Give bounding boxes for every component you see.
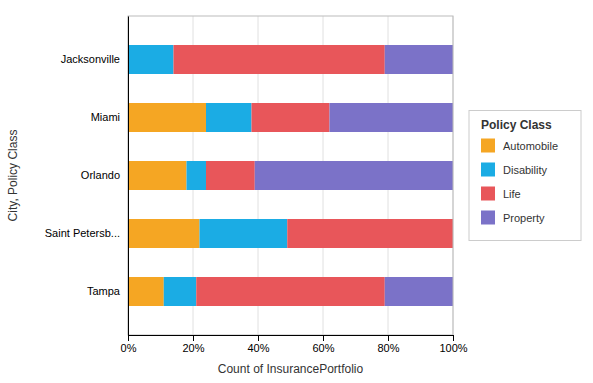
bar [164,277,197,306]
tick-label: 80% [377,342,399,354]
legend-label: Disability [503,164,548,176]
bar [196,277,385,306]
legend-label: Life [503,188,521,200]
plot: 0% 20% 40% 60% 80% 100% Tampa Saint Petersb... O… [45,16,468,354]
tick-label: Tampa [87,285,121,297]
bar [187,161,207,190]
tick-label: 20% [182,342,204,354]
tick: 60% [312,335,334,354]
legend-swatch [481,163,495,177]
tick-mark [128,335,129,341]
tick-label: 100% [439,342,467,354]
tick-label: Saint Petersb... [45,227,120,239]
bar [252,103,330,132]
legend-swatch [481,187,495,201]
bar [128,103,206,132]
legend-label: Automobile [503,140,558,152]
bar [128,219,200,248]
legend-swatch [481,211,495,225]
legend-item: Property [481,211,545,225]
tick: Miami [91,111,128,123]
bar [128,161,187,190]
tick-mark [453,335,454,341]
tick-mark [193,335,194,341]
bar [385,45,453,74]
grid [128,16,453,335]
x-axis: 0% 20% 40% 60% 80% 100% [121,335,468,354]
bar [128,45,174,74]
tick-label: 0% [121,342,137,354]
legend-item: Life [481,187,521,201]
axis-domain [128,17,129,336]
bar-series [255,45,453,306]
legend-swatch [481,139,495,153]
bar-series [128,103,206,306]
tick: Tampa [87,285,128,297]
tick-mark [323,335,324,341]
chart: 0% 20% 40% 60% 80% 100% Tampa Saint Petersb... O… [0,0,593,383]
tick-label: Miami [91,111,120,123]
bar-series [174,45,454,306]
tick: 100% [439,335,467,354]
tick-label: Jacksonville [61,53,120,65]
bar [287,219,453,248]
bar [206,103,252,132]
tick-label: 40% [247,342,269,354]
y-axis-title: City, Policy Class [6,130,20,222]
axis-domain [129,336,454,342]
legend-item: Automobile [481,139,558,153]
tick: 20% [182,335,204,354]
tick-label: Orlando [81,169,120,181]
bar [255,161,453,190]
tick: 0% [121,335,137,354]
legend: Policy Class Automobile Disability Life Prop… [469,111,581,241]
tick: Jacksonville [61,53,128,65]
y-axis: Tampa Saint Petersb... Orlando Miami Jackson… [45,17,129,336]
tick: Orlando [81,169,128,181]
bar [385,277,453,306]
x-axis-title: Count of InsurancePortfolio [218,362,364,376]
legend-frame [469,111,581,241]
tick: 40% [247,335,269,354]
tick-label: 60% [312,342,334,354]
bar [330,103,454,132]
bar [206,161,255,190]
legend-item: Disability [481,163,548,177]
tick: 80% [377,335,399,354]
bar [128,277,164,306]
bar [174,45,385,74]
legend-title: Policy Class [481,118,552,132]
tick-mark [388,335,389,341]
tick-mark [258,335,259,341]
legend-label: Property [503,212,545,224]
plot-frame [128,16,453,335]
bars [128,45,453,306]
bar [200,219,288,248]
tick: Saint Petersb... [45,227,128,239]
